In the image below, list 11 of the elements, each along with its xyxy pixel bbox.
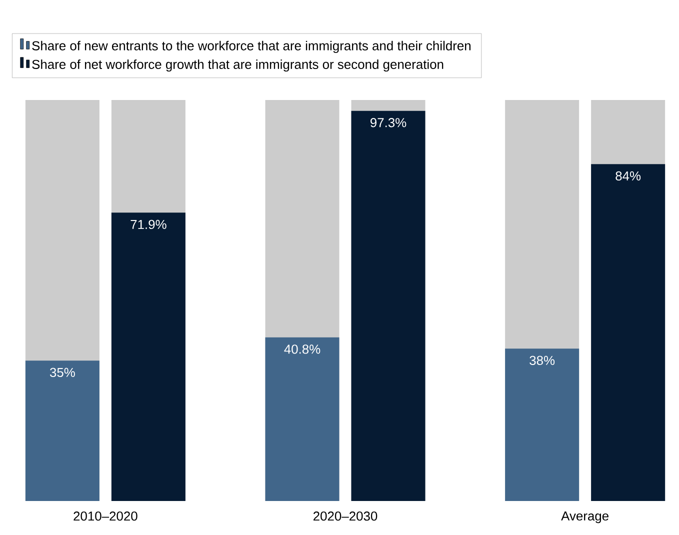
legend-label: Share of net workforce growth that are immigrants or second generation: [32, 59, 444, 72]
data-label: 38%: [530, 356, 555, 365]
x-tick-label: 2020–2030: [313, 512, 378, 521]
data-label: 40.8%: [284, 344, 320, 354]
data-label: 84%: [616, 171, 641, 181]
x-tick-label: 2010–2020: [74, 512, 138, 521]
data-label: 71.9%: [130, 220, 166, 230]
data-label: 97.3%: [370, 118, 406, 128]
legend-label: Share of new entrants to the workforce that are immigrants and their children: [32, 40, 470, 53]
x-tick-label: Average: [561, 512, 608, 524]
data-label: 35%: [50, 368, 75, 378]
